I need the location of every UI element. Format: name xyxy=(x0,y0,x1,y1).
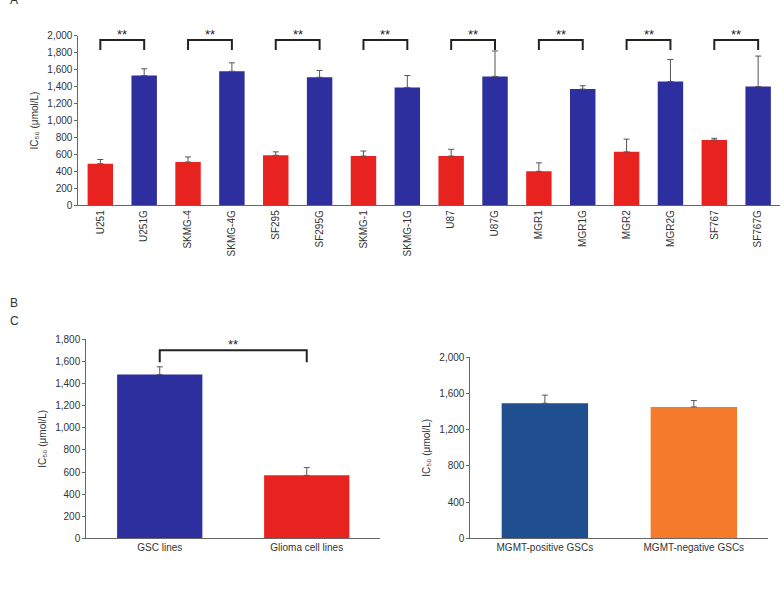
svg-text:400: 400 xyxy=(448,497,465,508)
svg-text:1,200: 1,200 xyxy=(439,424,464,435)
svg-text:SKMG-4G: SKMG-4G xyxy=(226,210,237,256)
svg-text:**: ** xyxy=(644,27,654,42)
svg-text:1,600: 1,600 xyxy=(47,64,72,75)
svg-text:**: ** xyxy=(468,27,478,42)
svg-text:MGR2: MGR2 xyxy=(621,210,632,239)
svg-text:1,400: 1,400 xyxy=(55,378,80,389)
svg-text:400: 400 xyxy=(64,489,81,500)
svg-text:1,000: 1,000 xyxy=(47,115,72,126)
svg-text:1,200: 1,200 xyxy=(47,98,72,109)
svg-text:800: 800 xyxy=(56,132,73,143)
svg-text:MGR1G: MGR1G xyxy=(577,210,588,247)
svg-text:**: ** xyxy=(228,337,238,352)
svg-text:SKMG-1: SKMG-1 xyxy=(358,210,369,249)
svg-text:**: ** xyxy=(380,27,390,42)
svg-text:400: 400 xyxy=(56,166,73,177)
svg-text:U87G: U87G xyxy=(489,210,500,236)
svg-text:Glioma cell lines: Glioma cell lines xyxy=(270,542,343,553)
svg-text:0: 0 xyxy=(75,533,81,544)
svg-text:**: ** xyxy=(556,27,566,42)
svg-text:0: 0 xyxy=(459,533,465,544)
svg-text:B: B xyxy=(10,296,18,310)
svg-text:2,000: 2,000 xyxy=(439,352,464,363)
svg-text:**: ** xyxy=(293,27,303,42)
svg-text:GSC lines: GSC lines xyxy=(137,542,182,553)
svg-text:**: ** xyxy=(117,27,127,42)
svg-text:800: 800 xyxy=(64,444,81,455)
svg-text:U251: U251 xyxy=(95,210,106,234)
svg-text:800: 800 xyxy=(448,460,465,471)
svg-text:**: ** xyxy=(731,27,741,42)
svg-text:U251G: U251G xyxy=(138,210,149,242)
svg-text:C: C xyxy=(10,314,19,328)
svg-text:SF767G: SF767G xyxy=(752,210,763,247)
svg-text:200: 200 xyxy=(56,183,73,194)
svg-text:1,600: 1,600 xyxy=(439,388,464,399)
svg-text:1,200: 1,200 xyxy=(55,400,80,411)
svg-text:SF295: SF295 xyxy=(270,210,281,240)
svg-text:SKMG-4: SKMG-4 xyxy=(182,210,193,249)
svg-text:**: ** xyxy=(205,27,215,42)
svg-text:1,000: 1,000 xyxy=(55,422,80,433)
svg-text:SF767: SF767 xyxy=(709,210,720,240)
svg-text:0: 0 xyxy=(67,200,73,211)
svg-text:SF295G: SF295G xyxy=(314,210,325,247)
svg-text:U87: U87 xyxy=(445,210,456,229)
svg-text:A: A xyxy=(10,0,18,7)
svg-text:IC₅₀ (μmol/L): IC₅₀ (μmol/L) xyxy=(421,419,432,477)
svg-text:1,800: 1,800 xyxy=(47,47,72,58)
svg-text:IC₅₀ (μmol/L): IC₅₀ (μmol/L) xyxy=(37,410,48,468)
svg-text:600: 600 xyxy=(64,467,81,478)
svg-text:1,600: 1,600 xyxy=(55,356,80,367)
svg-text:SKMG-1G: SKMG-1G xyxy=(402,210,413,256)
svg-text:600: 600 xyxy=(56,149,73,160)
svg-text:MGMT-negative GSCs: MGMT-negative GSCs xyxy=(644,542,745,553)
svg-text:IC₅₀ (μmol/L): IC₅₀ (μmol/L) xyxy=(29,92,40,150)
svg-text:2,000: 2,000 xyxy=(47,30,72,41)
svg-text:MGR2G: MGR2G xyxy=(665,210,676,247)
svg-text:1,800: 1,800 xyxy=(55,334,80,345)
svg-text:200: 200 xyxy=(64,511,81,522)
svg-text:MGMT-positive GSCs: MGMT-positive GSCs xyxy=(497,542,594,553)
svg-text:1,400: 1,400 xyxy=(47,81,72,92)
svg-text:MGR1: MGR1 xyxy=(533,210,544,239)
